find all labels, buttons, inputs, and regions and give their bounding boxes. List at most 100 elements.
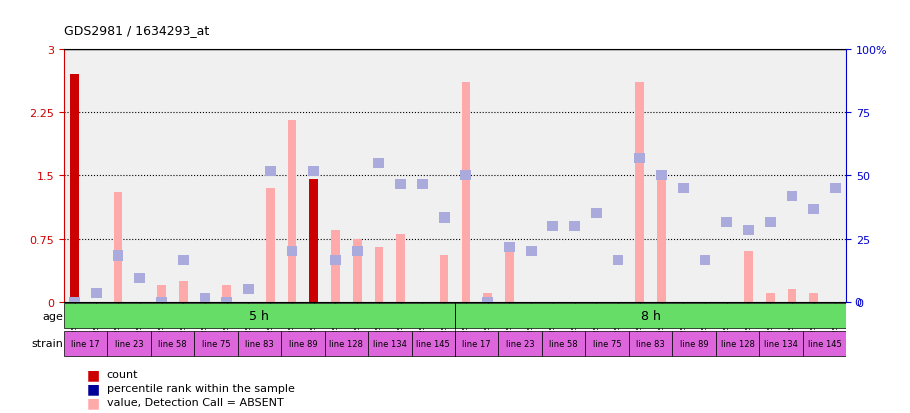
Text: line 134: line 134 bbox=[373, 339, 407, 348]
Text: line 17: line 17 bbox=[462, 339, 491, 348]
FancyBboxPatch shape bbox=[238, 331, 281, 356]
Text: line 58: line 58 bbox=[158, 339, 187, 348]
Bar bbox=[331, 230, 339, 302]
FancyBboxPatch shape bbox=[482, 297, 493, 307]
Text: ■: ■ bbox=[87, 367, 100, 381]
FancyBboxPatch shape bbox=[656, 171, 667, 181]
Text: line 134: line 134 bbox=[764, 339, 798, 348]
Text: 0: 0 bbox=[854, 297, 861, 307]
FancyBboxPatch shape bbox=[716, 331, 759, 356]
FancyBboxPatch shape bbox=[439, 213, 450, 223]
Bar bbox=[353, 239, 361, 302]
FancyBboxPatch shape bbox=[64, 331, 107, 356]
Text: line 75: line 75 bbox=[201, 339, 230, 348]
FancyBboxPatch shape bbox=[504, 242, 515, 252]
FancyBboxPatch shape bbox=[417, 179, 428, 189]
FancyBboxPatch shape bbox=[542, 331, 585, 356]
Bar bbox=[375, 247, 383, 302]
FancyBboxPatch shape bbox=[743, 225, 753, 236]
FancyBboxPatch shape bbox=[135, 273, 146, 284]
Text: line 83: line 83 bbox=[636, 339, 665, 348]
Text: 8 h: 8 h bbox=[641, 309, 661, 323]
Bar bbox=[309, 180, 318, 302]
FancyBboxPatch shape bbox=[395, 179, 406, 189]
Text: line 89: line 89 bbox=[288, 339, 318, 348]
FancyBboxPatch shape bbox=[308, 166, 319, 177]
Text: line 145: line 145 bbox=[417, 339, 450, 348]
FancyBboxPatch shape bbox=[352, 247, 362, 256]
Bar bbox=[157, 285, 166, 302]
Bar bbox=[266, 188, 275, 302]
FancyBboxPatch shape bbox=[526, 247, 537, 256]
FancyBboxPatch shape bbox=[678, 183, 689, 194]
FancyBboxPatch shape bbox=[455, 304, 846, 328]
FancyBboxPatch shape bbox=[830, 183, 841, 194]
FancyBboxPatch shape bbox=[64, 304, 455, 328]
Bar bbox=[635, 83, 644, 302]
FancyBboxPatch shape bbox=[585, 331, 629, 356]
FancyBboxPatch shape bbox=[672, 331, 716, 356]
Bar bbox=[179, 281, 187, 302]
FancyBboxPatch shape bbox=[455, 331, 499, 356]
FancyBboxPatch shape bbox=[786, 192, 797, 202]
Bar bbox=[788, 290, 796, 302]
Text: line 23: line 23 bbox=[115, 339, 143, 348]
Text: line 83: line 83 bbox=[245, 339, 274, 348]
FancyBboxPatch shape bbox=[330, 255, 341, 265]
FancyBboxPatch shape bbox=[759, 331, 803, 356]
Text: line 17: line 17 bbox=[71, 339, 100, 348]
FancyBboxPatch shape bbox=[764, 217, 775, 227]
Bar bbox=[288, 121, 297, 302]
Text: line 128: line 128 bbox=[721, 339, 754, 348]
Text: line 128: line 128 bbox=[329, 339, 363, 348]
FancyBboxPatch shape bbox=[107, 331, 151, 356]
Text: ■: ■ bbox=[87, 410, 100, 413]
Text: line 145: line 145 bbox=[808, 339, 842, 348]
Bar bbox=[222, 285, 231, 302]
FancyBboxPatch shape bbox=[194, 331, 238, 356]
Text: strain: strain bbox=[32, 339, 64, 349]
FancyBboxPatch shape bbox=[808, 204, 819, 215]
FancyBboxPatch shape bbox=[199, 293, 210, 303]
FancyBboxPatch shape bbox=[243, 285, 254, 294]
Text: ■: ■ bbox=[87, 395, 100, 409]
Bar bbox=[114, 193, 122, 302]
Text: value, Detection Call = ABSENT: value, Detection Call = ABSENT bbox=[106, 397, 284, 407]
FancyBboxPatch shape bbox=[287, 247, 298, 256]
Text: ■: ■ bbox=[87, 381, 100, 395]
FancyBboxPatch shape bbox=[221, 297, 232, 307]
Text: line 89: line 89 bbox=[680, 339, 709, 348]
Text: 5 h: 5 h bbox=[249, 309, 269, 323]
FancyBboxPatch shape bbox=[803, 331, 846, 356]
FancyBboxPatch shape bbox=[281, 331, 325, 356]
Text: age: age bbox=[43, 311, 64, 321]
FancyBboxPatch shape bbox=[722, 217, 733, 227]
FancyBboxPatch shape bbox=[548, 221, 558, 231]
Bar bbox=[744, 252, 753, 302]
FancyBboxPatch shape bbox=[591, 209, 602, 219]
FancyBboxPatch shape bbox=[700, 255, 711, 265]
FancyBboxPatch shape bbox=[177, 255, 188, 265]
FancyBboxPatch shape bbox=[612, 255, 623, 265]
FancyBboxPatch shape bbox=[499, 331, 542, 356]
Text: count: count bbox=[106, 369, 138, 379]
FancyBboxPatch shape bbox=[157, 297, 167, 307]
Text: line 75: line 75 bbox=[592, 339, 622, 348]
Bar bbox=[657, 180, 666, 302]
Text: line 23: line 23 bbox=[506, 339, 534, 348]
FancyBboxPatch shape bbox=[569, 221, 580, 231]
Text: rank, Detection Call = ABSENT: rank, Detection Call = ABSENT bbox=[106, 412, 278, 413]
Bar bbox=[440, 256, 449, 302]
FancyBboxPatch shape bbox=[91, 289, 102, 299]
Bar bbox=[483, 294, 492, 302]
FancyBboxPatch shape bbox=[151, 331, 194, 356]
Bar bbox=[766, 294, 774, 302]
FancyBboxPatch shape bbox=[113, 251, 124, 261]
FancyBboxPatch shape bbox=[634, 154, 645, 164]
Text: line 58: line 58 bbox=[550, 339, 578, 348]
FancyBboxPatch shape bbox=[411, 331, 455, 356]
FancyBboxPatch shape bbox=[325, 331, 368, 356]
FancyBboxPatch shape bbox=[265, 166, 276, 177]
Bar bbox=[461, 83, 470, 302]
Bar bbox=[809, 294, 818, 302]
